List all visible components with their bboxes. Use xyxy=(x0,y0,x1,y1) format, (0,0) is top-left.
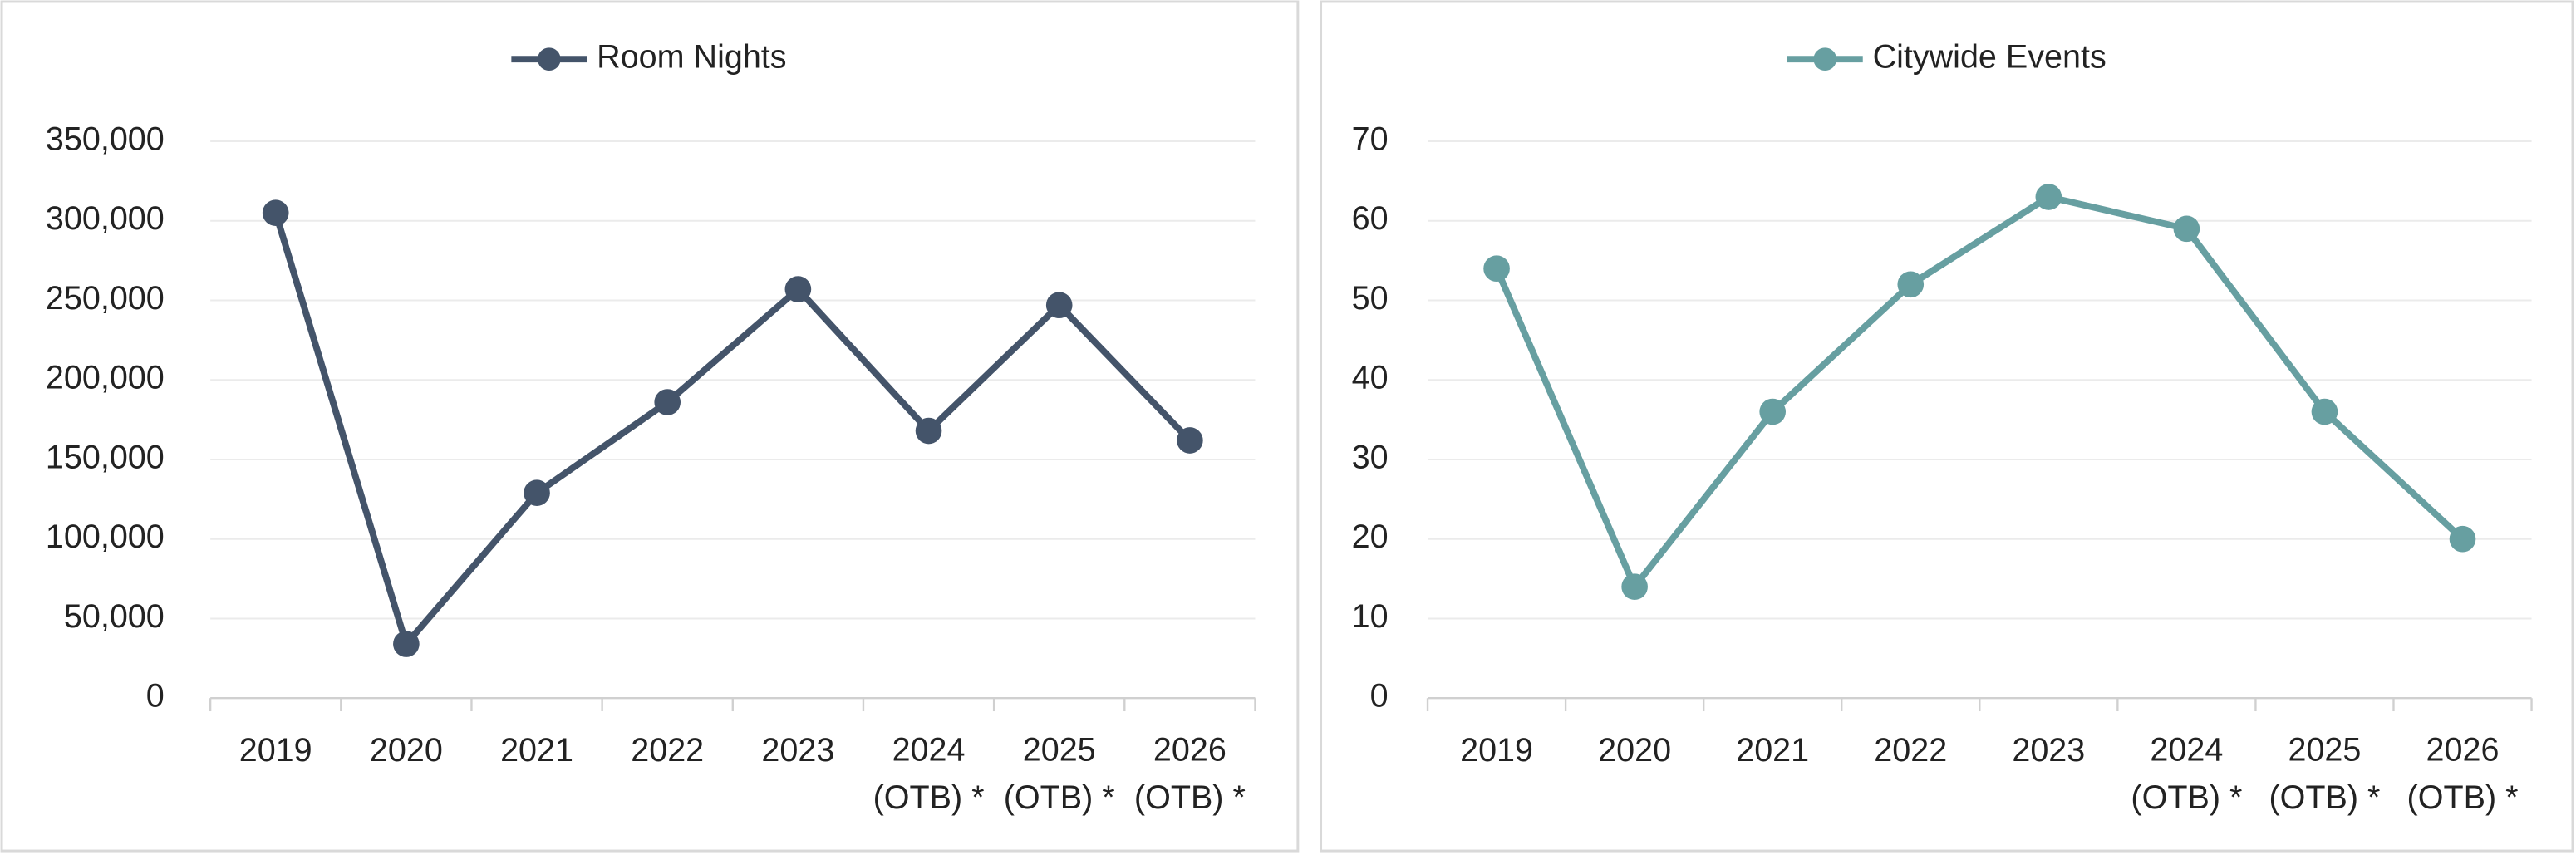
x-tick-label: 2025 (OTB) * xyxy=(2269,732,2380,816)
data-line xyxy=(272,212,1192,648)
x-tick-label: 2023 xyxy=(761,732,834,769)
x-tick-label: 2025 (OTB) * xyxy=(1004,732,1115,816)
y-tick-label: 60 xyxy=(1352,200,1389,237)
legend-marker xyxy=(537,47,561,71)
y-tick-label: 50 xyxy=(1352,280,1389,317)
legend-label: Room Nights xyxy=(597,39,786,76)
y-tick-label: 50,000 xyxy=(64,598,165,635)
data-point xyxy=(262,199,289,226)
data-point xyxy=(654,389,681,415)
y-tick-label: 30 xyxy=(1352,439,1389,475)
y-tick-label: 10 xyxy=(1352,598,1389,635)
x-tick-label: 2026 (OTB) * xyxy=(1134,732,1246,816)
y-tick-label: 70 xyxy=(1352,120,1389,157)
data-point xyxy=(1759,398,1787,425)
y-tick-label: 350,000 xyxy=(46,120,165,157)
y-tick-label: 200,000 xyxy=(46,360,165,396)
x-tick-label: 2020 xyxy=(370,732,443,769)
x-tick-label: 2022 xyxy=(631,732,704,769)
y-tick-label: 150,000 xyxy=(46,439,165,475)
data-point xyxy=(2449,525,2476,553)
x-tick-label: 2019 xyxy=(239,732,312,769)
data-point xyxy=(2035,184,2062,210)
y-tick-label: 250,000 xyxy=(46,280,165,317)
x-tick-label: 2019 xyxy=(1460,732,1533,769)
x-tick-label: 2022 xyxy=(1874,732,1947,769)
y-tick-label: 100,000 xyxy=(46,518,165,555)
data-point xyxy=(524,479,550,507)
data-point xyxy=(393,631,420,657)
panel xyxy=(1320,0,2574,853)
legend-marker xyxy=(1813,47,1837,71)
y-tick-label: 0 xyxy=(1370,678,1389,715)
data-point xyxy=(1045,292,1073,319)
legend-label: Citywide Events xyxy=(1873,39,2107,76)
data-point xyxy=(915,417,942,445)
data-point xyxy=(2173,215,2200,243)
data-line xyxy=(1493,194,2465,591)
y-tick-label: 0 xyxy=(146,678,165,715)
x-tick-label: 2021 xyxy=(500,732,573,769)
data-point xyxy=(784,276,812,302)
y-tick-label: 40 xyxy=(1352,360,1389,396)
panel xyxy=(0,0,1300,853)
data-point xyxy=(1483,255,1510,283)
data-point xyxy=(2311,398,2338,425)
y-tick-label: 20 xyxy=(1352,518,1389,555)
x-tick-label: 2023 xyxy=(2012,732,2085,769)
data-point xyxy=(1177,427,1203,454)
x-tick-label: 2024 (OTB) * xyxy=(873,732,985,816)
x-tick-label: 2026 (OTB) * xyxy=(2407,732,2519,816)
data-point xyxy=(1897,271,1925,298)
x-tick-label: 2020 xyxy=(1598,732,1671,769)
x-tick-label: 2024 (OTB) * xyxy=(2131,732,2242,816)
y-tick-label: 300,000 xyxy=(46,200,165,237)
x-tick-label: 2021 xyxy=(1736,732,1809,769)
data-point xyxy=(1621,573,1648,600)
